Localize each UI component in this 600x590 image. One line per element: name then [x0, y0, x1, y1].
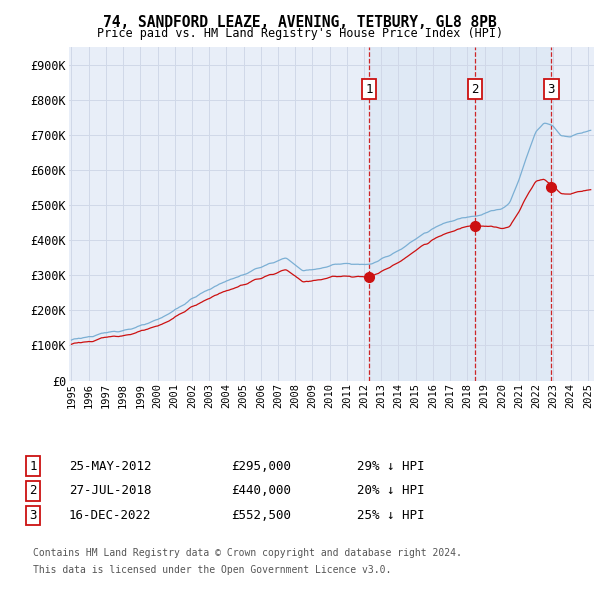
Text: 1: 1 [29, 460, 37, 473]
Text: This data is licensed under the Open Government Licence v3.0.: This data is licensed under the Open Gov… [33, 565, 391, 575]
Text: 2: 2 [472, 83, 479, 96]
Text: £552,500: £552,500 [231, 509, 291, 522]
Text: £440,000: £440,000 [231, 484, 291, 497]
Text: 1: 1 [365, 83, 373, 96]
Text: 27-JUL-2018: 27-JUL-2018 [69, 484, 151, 497]
Text: 2: 2 [29, 484, 37, 497]
Bar [369, 47, 551, 381]
Text: Contains HM Land Registry data © Crown copyright and database right 2024.: Contains HM Land Registry data © Crown c… [33, 548, 462, 558]
Text: 25% ↓ HPI: 25% ↓ HPI [357, 509, 425, 522]
Text: 3: 3 [29, 509, 37, 522]
Text: 74, SANDFORD LEAZE, AVENING, TETBURY, GL8 8PB: 74, SANDFORD LEAZE, AVENING, TETBURY, GL… [103, 15, 497, 30]
Text: 29% ↓ HPI: 29% ↓ HPI [357, 460, 425, 473]
Text: 16-DEC-2022: 16-DEC-2022 [69, 509, 151, 522]
Text: 20% ↓ HPI: 20% ↓ HPI [357, 484, 425, 497]
Text: Price paid vs. HM Land Registry's House Price Index (HPI): Price paid vs. HM Land Registry's House … [97, 27, 503, 40]
Text: 25-MAY-2012: 25-MAY-2012 [69, 460, 151, 473]
Text: 3: 3 [548, 83, 555, 96]
Text: £295,000: £295,000 [231, 460, 291, 473]
